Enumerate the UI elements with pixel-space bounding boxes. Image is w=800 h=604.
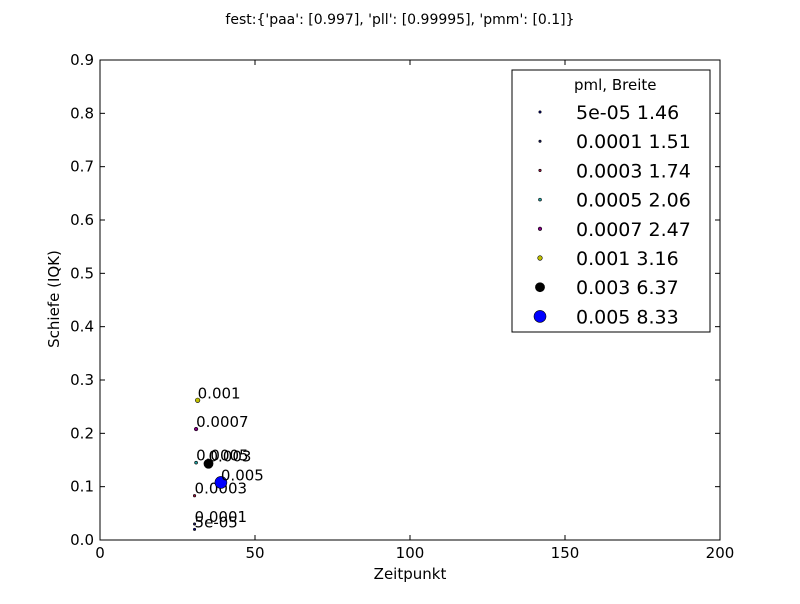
legend-marker	[538, 139, 542, 143]
y-axis-label: Schiefe (IQK)	[45, 250, 63, 348]
legend-marker	[538, 110, 542, 114]
y-tick-label: 0.7	[70, 158, 94, 176]
legend-marker	[533, 310, 547, 323]
x-tick-label: 0	[95, 544, 105, 562]
data-point	[194, 426, 199, 432]
data-point	[192, 494, 197, 498]
y-tick-label: 0.3	[70, 371, 94, 389]
data-point-label: 0.0003	[195, 480, 248, 498]
legend-entry-label: 0.005 8.33	[576, 306, 679, 328]
y-tick-label: 0.4	[70, 318, 94, 336]
legend-box	[511, 69, 711, 333]
legend-entry-label: 0.0005 2.06	[576, 190, 691, 212]
data-point-label: 0.001	[198, 384, 241, 402]
x-axis-label: Zeitpunkt	[374, 565, 447, 583]
legend-entry-label: 0.0001 1.51	[576, 131, 691, 153]
x-tick-label: 50	[245, 544, 264, 562]
data-point	[203, 458, 214, 469]
data-point	[214, 476, 228, 489]
y-tick-label: 0.1	[70, 478, 94, 496]
y-tick-label: 0.5	[70, 264, 94, 282]
data-point-label: 0.0007	[196, 413, 249, 431]
data-point	[194, 460, 198, 465]
y-tick-label: 0.6	[70, 211, 94, 229]
legend-marker	[537, 255, 543, 261]
legend-entry-label: 0.003 6.37	[576, 277, 679, 299]
legend-marker	[537, 226, 543, 231]
x-tick-label: 200	[706, 544, 735, 562]
legend-entry-label: 0.0007 2.47	[576, 219, 691, 241]
x-tick-label: 150	[551, 544, 580, 562]
data-point-label: 5e-05	[195, 513, 238, 531]
data-point	[195, 397, 201, 403]
legend-marker	[535, 282, 545, 293]
legend-header: pml, Breite	[574, 76, 656, 94]
y-tick-label: 0.2	[70, 424, 94, 442]
chart-title: fest:{'paa': [0.997], 'pll': [0.99995], …	[225, 12, 574, 28]
legend-marker	[538, 197, 542, 202]
data-point-label: 0.003	[209, 448, 252, 466]
legend-entry-label: 5e-05 1.46	[576, 102, 679, 124]
y-tick-label: 0.0	[70, 531, 94, 549]
data-point	[193, 522, 197, 526]
data-point	[193, 527, 197, 531]
legend-marker	[538, 168, 542, 172]
y-tick-label: 0.8	[70, 104, 94, 122]
data-point-label: 0.005	[221, 466, 264, 484]
legend-entry-label: 0.001 3.16	[576, 248, 679, 270]
data-point-label: 0.0001	[195, 508, 248, 526]
y-tick-label: 0.9	[70, 51, 94, 69]
x-tick-label: 100	[396, 544, 425, 562]
legend-entry-label: 0.0003 1.74	[576, 160, 691, 182]
